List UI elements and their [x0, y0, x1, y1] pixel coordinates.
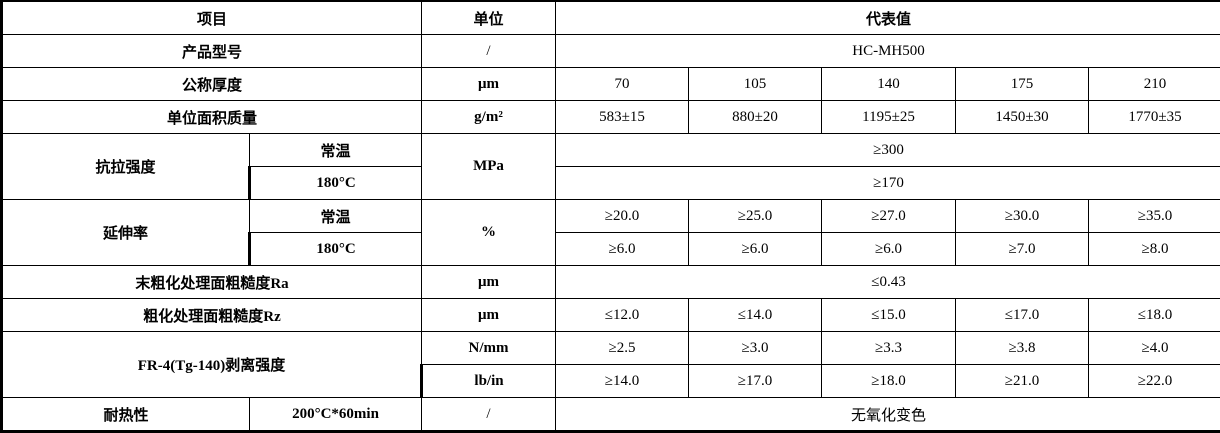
value-cell: ≤12.0	[556, 299, 689, 332]
unit-cell: %	[422, 200, 556, 266]
label-cn: 末粗化处理面粗糙度	[135, 274, 270, 292]
value-cell: HC-MH500	[556, 35, 1220, 68]
label-lat: Rz	[263, 309, 281, 325]
value-cell: ≥6.0	[822, 233, 956, 266]
value-cell: ≥2.5	[556, 332, 689, 365]
value-cell: ≥3.0	[689, 332, 822, 365]
value-cell: ≥30.0	[956, 200, 1089, 233]
table-row: 末粗化处理面粗糙度Ra μm ≤0.43	[2, 266, 1220, 299]
row-label: 产品型号	[2, 35, 422, 68]
sub-label: 180°C	[250, 233, 422, 266]
unit-cell: g/m²	[422, 101, 556, 134]
value-cell: ≥21.0	[956, 365, 1089, 398]
table-row: 单位面积质量 g/m² 583±15 880±20 1195±25 1450±3…	[2, 101, 1220, 134]
table-row: 粗化处理面粗糙度Rz μm ≤12.0 ≤14.0 ≤15.0 ≤17.0 ≤1…	[2, 299, 1220, 332]
value-cell: 210	[1089, 68, 1220, 101]
value-cell: ≥3.3	[822, 332, 956, 365]
unit-cell: lb/in	[422, 365, 556, 398]
unit-cell: μm	[422, 68, 556, 101]
value-cell: ≥22.0	[1089, 365, 1220, 398]
table-row: 耐热性 200°C*60min / 无氧化变色	[2, 398, 1220, 432]
unit-cell: μm	[422, 266, 556, 299]
row-label: 延伸率	[2, 200, 250, 266]
header-value: 代表值	[556, 1, 1220, 35]
label-cn: 剥离强度	[225, 356, 285, 374]
value-cell: 无氧化变色	[556, 398, 1220, 432]
row-label: 公称厚度	[2, 68, 422, 101]
value-cell: 105	[689, 68, 822, 101]
table-row: 抗拉强度 常温 MPa ≥300	[2, 134, 1220, 167]
value-cell: ≤0.43	[556, 266, 1220, 299]
value-cell: ≥14.0	[556, 365, 689, 398]
row-label: 抗拉强度	[2, 134, 250, 200]
value-cell: 583±15	[556, 101, 689, 134]
value-cell: ≥7.0	[956, 233, 1089, 266]
unit-cell: MPa	[422, 134, 556, 200]
value-cell: ≥8.0	[1089, 233, 1220, 266]
unit-cell: /	[422, 35, 556, 68]
table-row: 延伸率 常温 % ≥20.0 ≥25.0 ≥27.0 ≥30.0 ≥35.0	[2, 200, 1220, 233]
unit-cell: /	[422, 398, 556, 432]
header-item: 项目	[2, 1, 422, 35]
unit-cell: N/mm	[422, 332, 556, 365]
value-cell: ≥6.0	[689, 233, 822, 266]
unit-cell: μm	[422, 299, 556, 332]
sub-label: 常温	[250, 200, 422, 233]
row-label: 耐热性	[2, 398, 250, 432]
value-cell: 880±20	[689, 101, 822, 134]
value-cell: ≥18.0	[822, 365, 956, 398]
table-row: 公称厚度 μm 70 105 140 175 210	[2, 68, 1220, 101]
sub-label: 180°C	[250, 167, 422, 200]
row-label: 末粗化处理面粗糙度Ra	[2, 266, 422, 299]
value-cell: ≥27.0	[822, 200, 956, 233]
value-cell: ≥6.0	[556, 233, 689, 266]
value-cell: 1450±30	[956, 101, 1089, 134]
value-cell: 70	[556, 68, 689, 101]
value-cell: ≥4.0	[1089, 332, 1220, 365]
value-cell: ≥20.0	[556, 200, 689, 233]
value-cell: 140	[822, 68, 956, 101]
label-cn: 粗化处理面粗糙度	[143, 307, 263, 325]
row-label: 单位面积质量	[2, 101, 422, 134]
value-cell: ≤15.0	[822, 299, 956, 332]
table-row: FR-4(Tg-140)剥离强度 N/mm ≥2.5 ≥3.0 ≥3.3 ≥3.…	[2, 332, 1220, 365]
value-cell: ≤18.0	[1089, 299, 1220, 332]
value-cell: ≥170	[556, 167, 1220, 200]
table-row: 产品型号 / HC-MH500	[2, 35, 1220, 68]
label-lat: Ra	[270, 276, 288, 292]
value-cell: ≥35.0	[1089, 200, 1220, 233]
value-cell: ≥3.8	[956, 332, 1089, 365]
sub-label: 200°C*60min	[250, 398, 422, 432]
sub-label: 常温	[250, 134, 422, 167]
value-cell: ≥300	[556, 134, 1220, 167]
value-cell: 1195±25	[822, 101, 956, 134]
value-cell: ≤17.0	[956, 299, 1089, 332]
header-row: 项目 单位 代表值	[2, 1, 1220, 35]
header-unit: 单位	[422, 1, 556, 35]
value-cell: ≤14.0	[689, 299, 822, 332]
label-lat: FR-4(Tg-140)	[138, 358, 225, 374]
value-cell: 1770±35	[1089, 101, 1220, 134]
value-cell: ≥25.0	[689, 200, 822, 233]
value-cell: ≥17.0	[689, 365, 822, 398]
row-label: 粗化处理面粗糙度Rz	[2, 299, 422, 332]
value-cell: 175	[956, 68, 1089, 101]
row-label: FR-4(Tg-140)剥离强度	[2, 332, 422, 398]
